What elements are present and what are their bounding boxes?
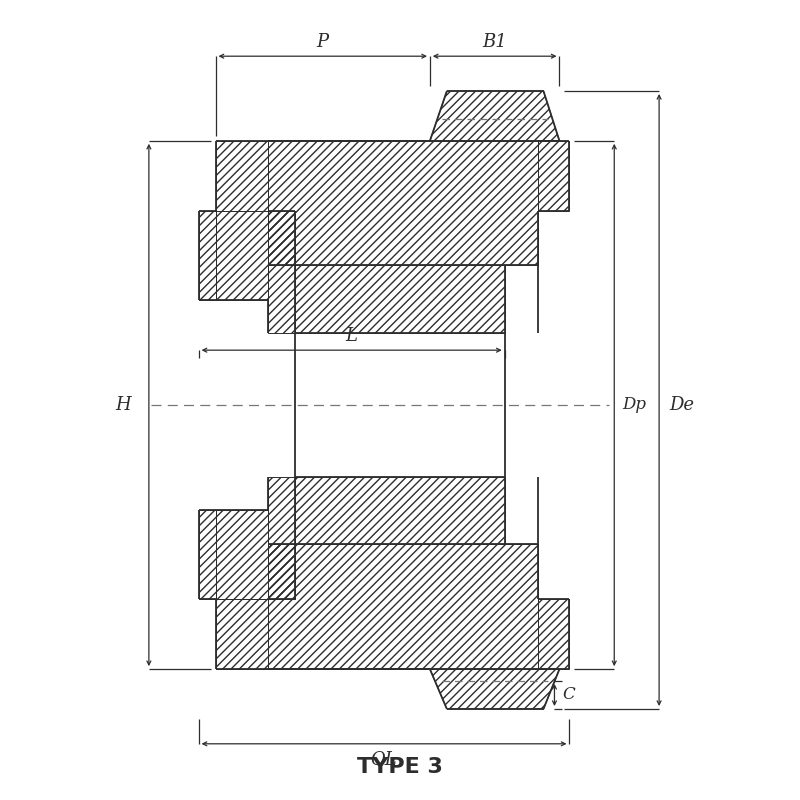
Text: C: C (562, 686, 575, 703)
Text: Dp: Dp (622, 397, 646, 414)
Text: OL: OL (370, 750, 398, 769)
Text: De: De (669, 396, 694, 414)
Text: TYPE 3: TYPE 3 (357, 757, 443, 777)
Text: L: L (346, 327, 358, 346)
Text: P: P (317, 34, 329, 51)
Text: B1: B1 (482, 34, 507, 51)
Text: H: H (115, 396, 131, 414)
